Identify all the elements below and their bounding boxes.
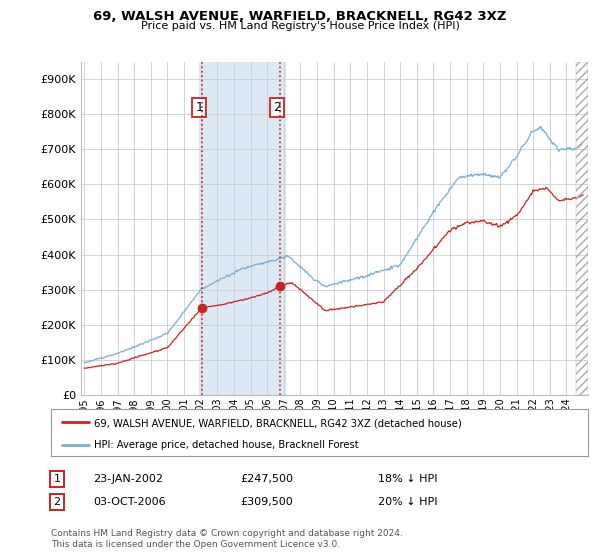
Text: Price paid vs. HM Land Registry's House Price Index (HPI): Price paid vs. HM Land Registry's House …: [140, 21, 460, 31]
Text: 69, WALSH AVENUE, WARFIELD, BRACKNELL, RG42 3XZ: 69, WALSH AVENUE, WARFIELD, BRACKNELL, R…: [93, 10, 507, 23]
Text: 03-OCT-2006: 03-OCT-2006: [93, 497, 166, 507]
Text: £247,500: £247,500: [240, 474, 293, 484]
Text: HPI: Average price, detached house, Bracknell Forest: HPI: Average price, detached house, Brac…: [94, 441, 359, 450]
Text: 1: 1: [53, 474, 61, 484]
Bar: [199, 62, 286, 395]
Text: 2: 2: [273, 101, 281, 114]
Text: Contains HM Land Registry data © Crown copyright and database right 2024.
This d: Contains HM Land Registry data © Crown c…: [51, 529, 403, 549]
Text: 2: 2: [53, 497, 61, 507]
Text: £309,500: £309,500: [240, 497, 293, 507]
Text: 18% ↓ HPI: 18% ↓ HPI: [378, 474, 437, 484]
Text: 20% ↓ HPI: 20% ↓ HPI: [378, 497, 437, 507]
Text: 1: 1: [195, 101, 203, 114]
Text: 23-JAN-2002: 23-JAN-2002: [93, 474, 163, 484]
Text: 69, WALSH AVENUE, WARFIELD, BRACKNELL, RG42 3XZ (detached house): 69, WALSH AVENUE, WARFIELD, BRACKNELL, R…: [94, 418, 462, 428]
